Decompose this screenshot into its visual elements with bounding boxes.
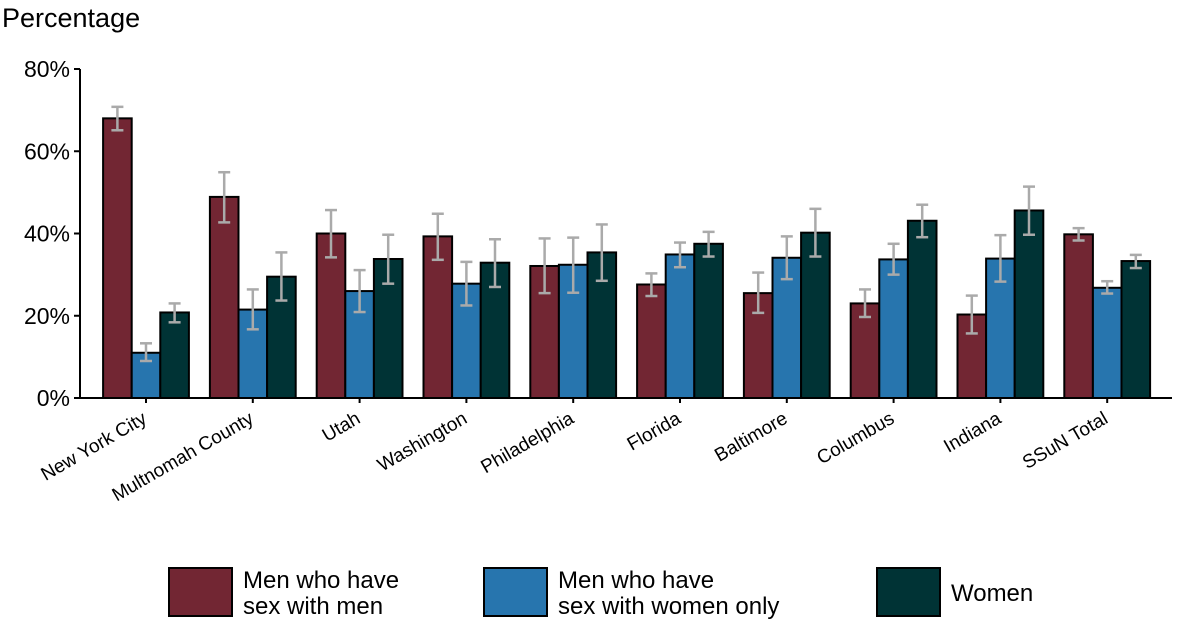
x-tick-label: Indiana (940, 408, 1005, 458)
x-tick-label: Columbus (814, 408, 899, 469)
bar (1120, 260, 1152, 399)
x-tick-label: Utah (319, 408, 364, 446)
legend-label: sex with women only (558, 593, 779, 620)
bar (102, 117, 133, 399)
x-tick-label: Philadelphia (478, 408, 579, 478)
legend-label: Men who have (243, 567, 399, 594)
y-tick-label: 40% (24, 221, 70, 247)
bar (208, 195, 240, 399)
legend-swatch (876, 567, 941, 617)
y-tick-label: 60% (24, 138, 70, 164)
y-tick-label: 20% (24, 303, 70, 329)
bar (664, 253, 696, 399)
x-tick-label: Florida (624, 408, 685, 455)
bar (800, 231, 831, 399)
x-tick-label: Baltimore (711, 408, 791, 466)
bar (693, 242, 724, 399)
y-axis: 0% 20% 40% 60% 80% (24, 56, 81, 411)
legend-item: Women (876, 567, 1033, 617)
bar (1091, 286, 1123, 399)
legend-label: Men who have (558, 567, 714, 594)
y-tick-label: 0% (37, 385, 70, 411)
bar (906, 219, 938, 399)
bar (1013, 209, 1045, 399)
legend-label: Women (951, 580, 1033, 607)
legend-swatch (168, 567, 233, 617)
bar (159, 311, 190, 399)
bar (1063, 233, 1094, 399)
bar (878, 258, 909, 399)
y-tick-label: 80% (24, 56, 70, 82)
legend-swatch (483, 567, 548, 617)
bars (102, 105, 1152, 400)
x-tick-label: Washington (374, 408, 471, 476)
legend-label: sex with men (243, 593, 383, 620)
bar (636, 283, 667, 399)
x-tick-label: SSuN Total (1019, 408, 1112, 474)
y-axis-title: Percentage (2, 3, 140, 33)
